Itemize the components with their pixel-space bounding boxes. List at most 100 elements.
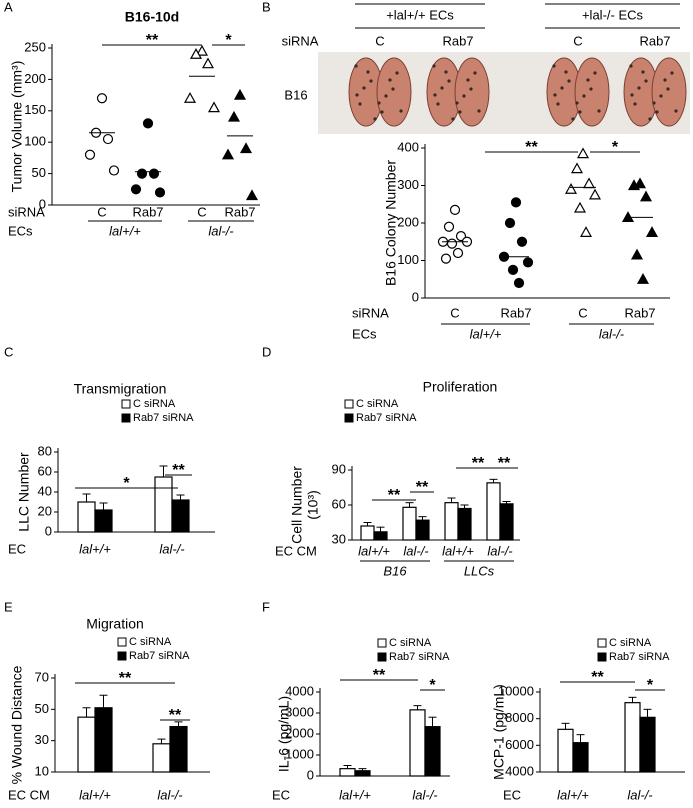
y-tick-label: 30: [35, 732, 49, 747]
group-label: lal+/+: [109, 223, 141, 238]
lung-spot: [663, 78, 667, 82]
y-tick-label: 200: [397, 214, 419, 229]
row-label: ECs: [8, 223, 33, 238]
dot: [507, 264, 519, 275]
y-axis-label: Cell Number: [289, 466, 305, 544]
panel-letter: C: [4, 344, 13, 359]
dot: [452, 247, 464, 259]
legend-swatch: [377, 638, 387, 648]
panel-letter: F: [262, 599, 270, 614]
bar: [339, 768, 356, 777]
lung-spot: [366, 70, 370, 74]
bar: [171, 499, 190, 533]
group-label: B16: [383, 563, 407, 578]
dot: [183, 92, 197, 103]
bar: [557, 728, 574, 773]
dot: [84, 149, 96, 160]
y-axis-label: % Wound Distance: [9, 665, 25, 784]
bar: [444, 502, 459, 541]
bar: [499, 503, 514, 541]
y-axis-label: MCP-1 (pg/mL): [491, 684, 507, 780]
dot: [239, 142, 253, 154]
x-tick-label: lal+/+: [79, 787, 111, 802]
x-tick-label: lal+/+: [358, 543, 390, 558]
x-tick-label: lal+/+: [442, 543, 474, 558]
y-tick-label: 4000: [505, 763, 534, 778]
dot: [636, 273, 650, 284]
panel-letter: E: [4, 599, 13, 614]
y-tick-label: 100: [397, 252, 419, 267]
significance-label: *: [612, 139, 619, 156]
x-tick-label: lal-/-: [403, 543, 429, 558]
lung-image: [651, 57, 687, 127]
y-tick-label: 250: [24, 39, 46, 54]
x-tick-label: lal-/-: [412, 787, 438, 802]
legend-swatch: [121, 413, 131, 423]
lung-spot: [582, 94, 586, 98]
y-tick-label: 10000: [498, 683, 534, 698]
lung-spot: [436, 102, 440, 106]
y-tick-label: 200: [24, 71, 46, 86]
image-header: +lal+/+ ECs: [386, 7, 454, 22]
y-tick-label: 0: [45, 523, 52, 538]
legend-label: C siRNA: [129, 636, 172, 648]
bar: [77, 501, 96, 533]
group-label: lal+/+: [470, 326, 502, 341]
lung-spot: [451, 117, 455, 121]
y-axis-label: LLC Number: [16, 452, 32, 532]
x-tick-label: lal-/-: [627, 787, 653, 802]
y-axis-label: (10³): [305, 490, 321, 520]
significance-label: **: [472, 455, 485, 472]
lung-spot: [395, 71, 399, 75]
bar: [360, 525, 375, 541]
significance-label: **: [172, 462, 185, 479]
image-row-label: siRNA: [282, 33, 319, 48]
dot: [516, 236, 528, 247]
bar: [457, 507, 472, 541]
y-tick-label: 40: [38, 483, 52, 498]
lung-spot: [589, 87, 593, 91]
significance-label: **: [498, 455, 511, 472]
row-label: ECs: [352, 326, 377, 341]
dot: [96, 93, 108, 104]
y-axis-label: B16 Colony Number: [383, 160, 399, 286]
lung-spot: [552, 64, 556, 68]
lung-spot: [586, 78, 590, 82]
panel-letter: A: [4, 0, 13, 14]
lung-spot: [556, 102, 560, 106]
chart-title: B16-10d: [125, 9, 179, 25]
lung-spot: [644, 79, 648, 83]
dot: [102, 133, 114, 145]
lung-spot: [578, 110, 582, 114]
lung-spot: [659, 94, 663, 98]
x-tick-label: lal+/+: [339, 787, 371, 802]
y-tick-label: 90: [332, 461, 346, 476]
lung-spot: [433, 93, 437, 97]
significance-label: **: [525, 139, 538, 156]
image-column-label: Rab7: [442, 33, 473, 48]
y-tick-label: 80: [38, 443, 52, 458]
dot: [588, 188, 602, 200]
bar: [624, 702, 641, 773]
legend-swatch: [117, 637, 127, 647]
dot: [221, 148, 235, 160]
x-tick-label: C: [97, 204, 106, 219]
y-tick-label: 150: [24, 102, 46, 117]
lung-spot: [388, 78, 392, 82]
bar: [572, 742, 589, 773]
dot: [154, 187, 166, 198]
group-label: lal-/-: [208, 223, 234, 238]
y-tick-label: 1000: [285, 746, 314, 761]
image-column-label: C: [573, 33, 582, 48]
legend-label: Rab7 siRNA: [609, 651, 670, 663]
legend-label: Rab7 siRNA: [356, 412, 417, 424]
x-tick-label: C: [197, 204, 206, 219]
dot: [108, 165, 120, 176]
bar: [354, 770, 371, 777]
dot: [573, 201, 587, 213]
bar: [373, 531, 388, 541]
lung-spot: [432, 64, 436, 68]
significance-label: *: [123, 475, 130, 492]
